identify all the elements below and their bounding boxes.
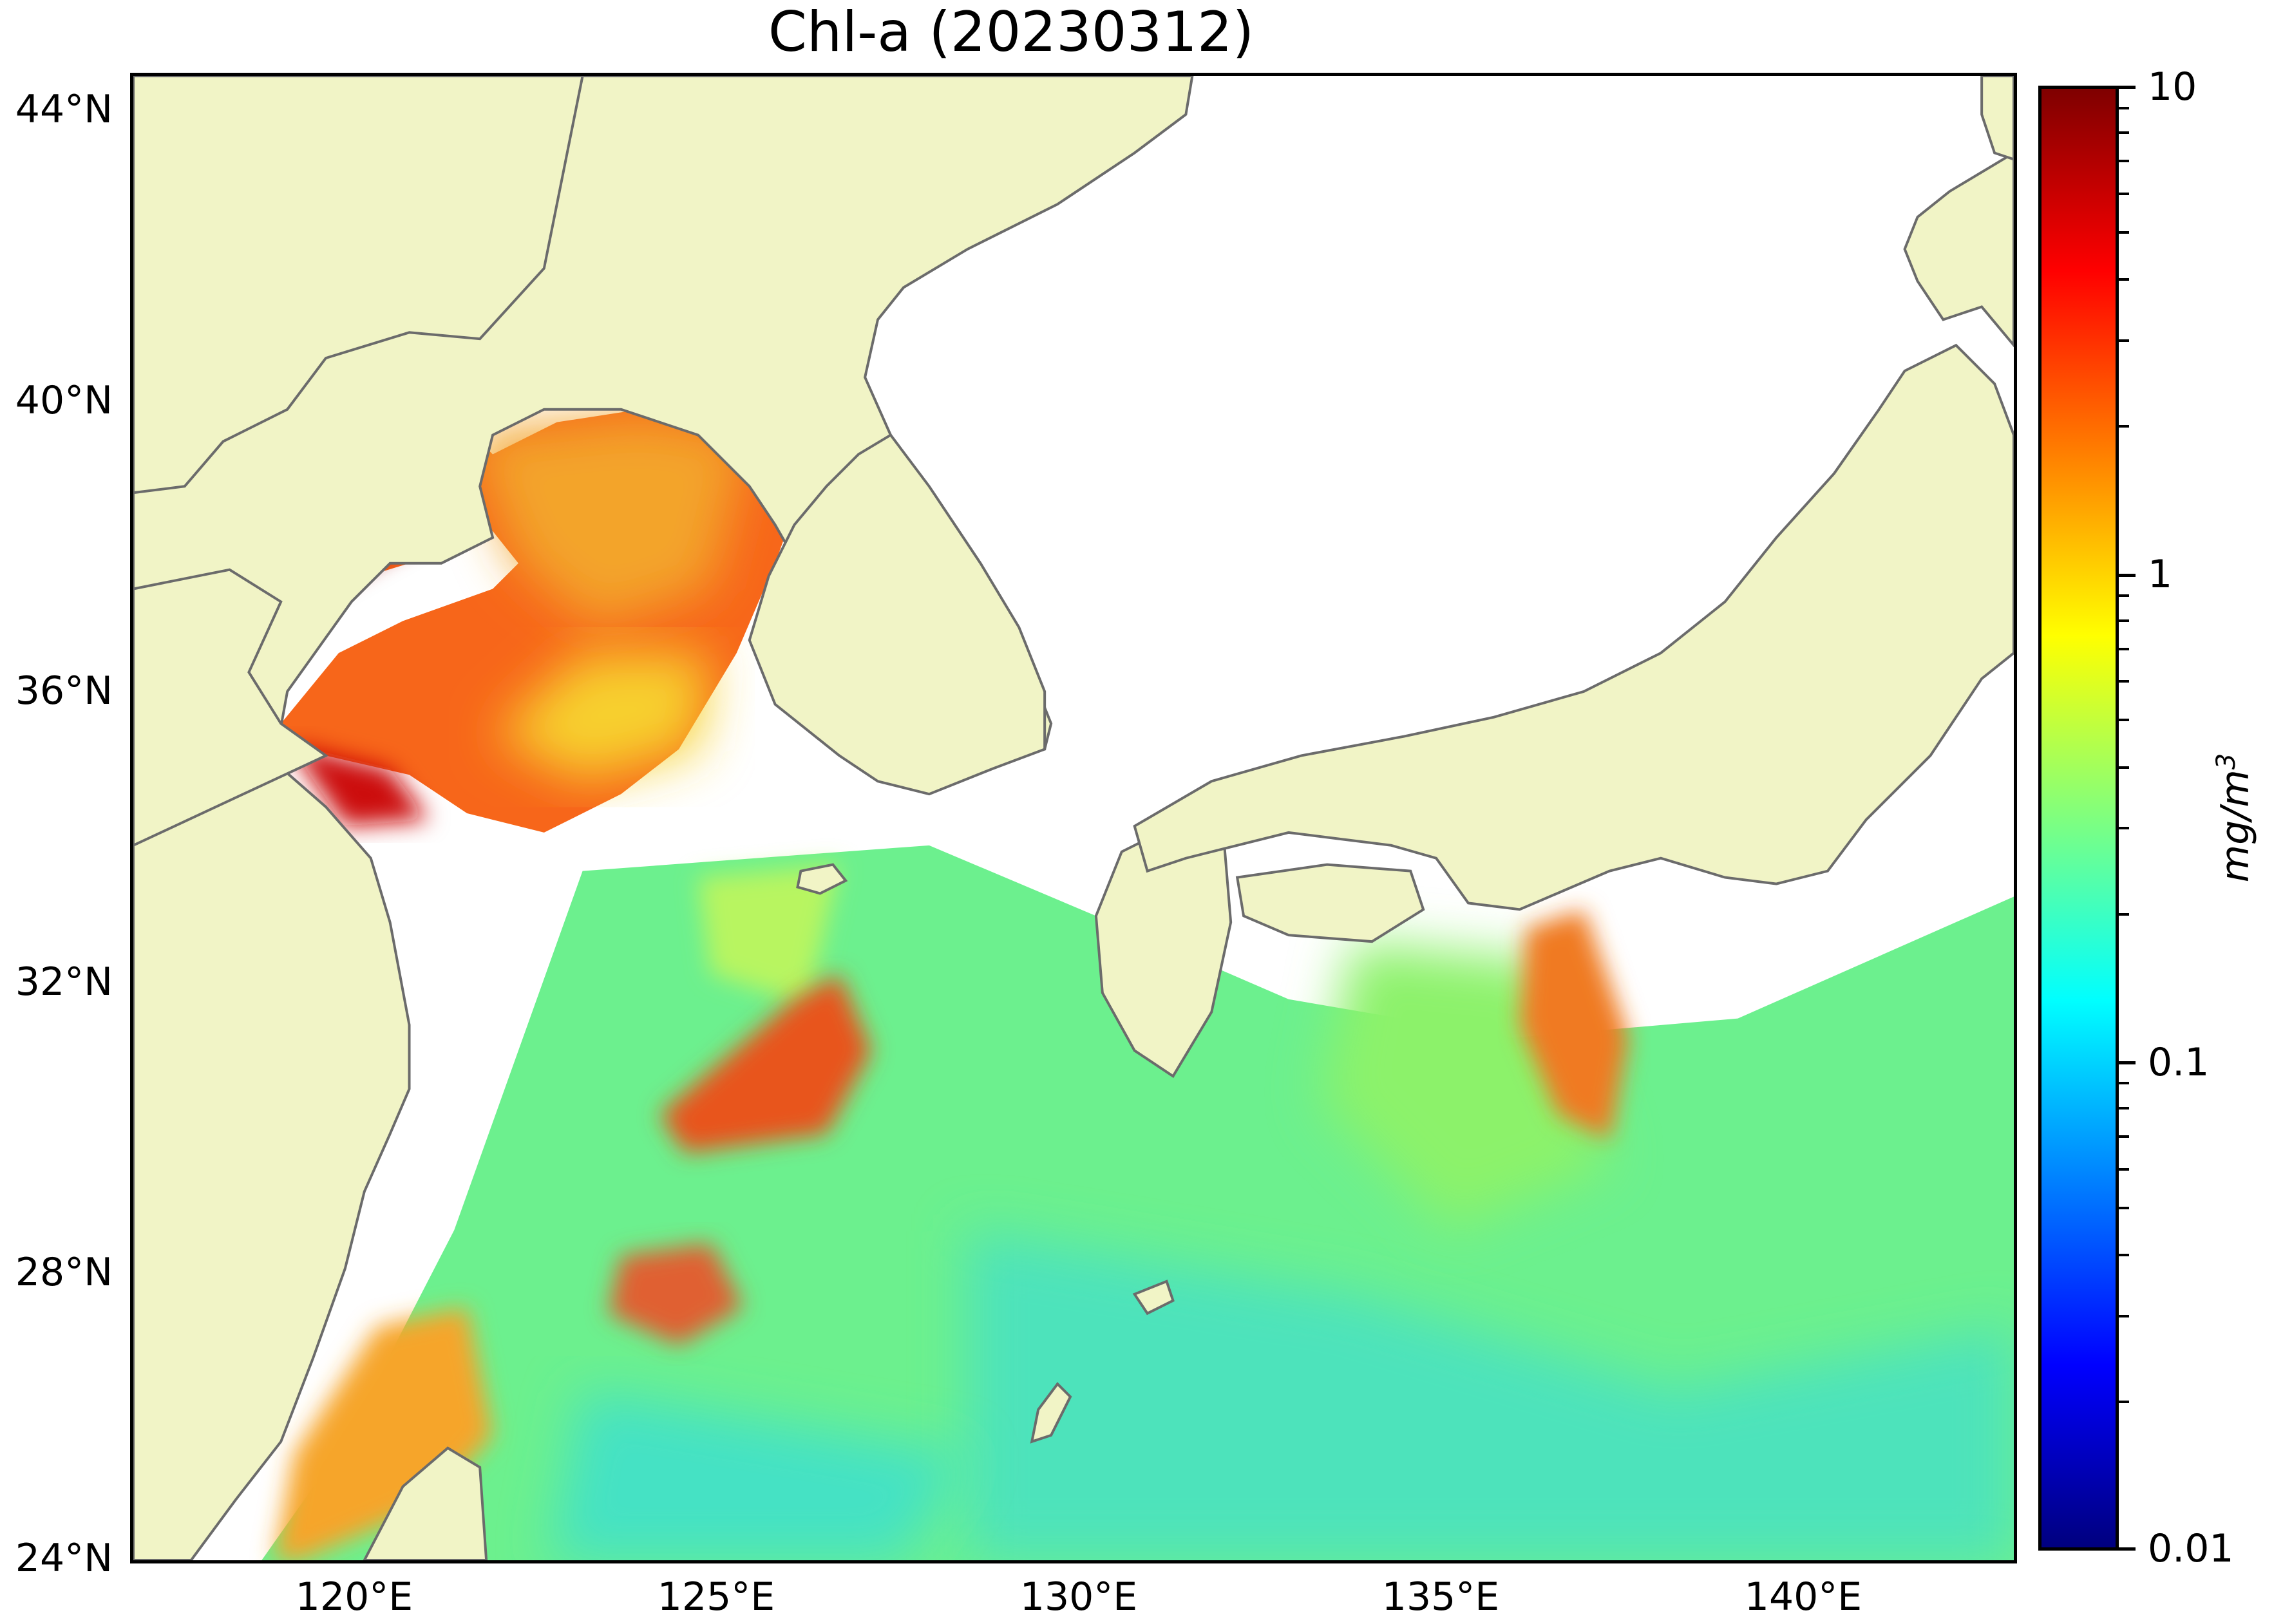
colorbar-minor-tick	[2119, 1082, 2129, 1085]
colorbar-minor-tick	[2119, 719, 2129, 722]
colorbar-minor-tick	[2119, 912, 2129, 916]
ecs-bloom	[659, 973, 872, 1153]
unit-exponent: 3	[2212, 753, 2241, 770]
colorbar-minor-tick	[2119, 231, 2129, 234]
landmass	[133, 76, 2014, 1560]
lon-tick-label: 130°E	[1019, 1574, 1138, 1619]
colorbar-tick-label: 10	[2148, 64, 2197, 109]
colorbar-major-tick	[2119, 574, 2136, 577]
colorbar-unit-label: mg/m3	[2212, 753, 2258, 883]
colorbar-tick-label: 0.1	[2148, 1040, 2210, 1085]
colorbar-major-tick	[2119, 1061, 2136, 1064]
lon-tick-label: 135°E	[1381, 1574, 1500, 1619]
colorbar-minor-tick	[2119, 193, 2129, 195]
colorbar-tick-label: 1	[2148, 552, 2173, 597]
lon-tick-label: 125°E	[657, 1574, 775, 1619]
lat-tick-label: 32°N	[15, 959, 113, 1005]
ocean-chlorophyll-field	[261, 845, 2014, 1560]
map-panel	[130, 73, 2017, 1563]
colorbar-minor-tick	[2119, 131, 2129, 135]
korea-peninsula	[748, 433, 1047, 796]
colorbar-minor-tick	[2119, 1401, 2129, 1404]
map-title: Chl-a (20230312)	[768, 0, 1255, 64]
okinawa-island	[1030, 1382, 1072, 1444]
sakhalin-edge	[1980, 76, 2014, 161]
colorbar-minor-tick	[2119, 619, 2129, 622]
colorbar-minor-tick	[2119, 647, 2129, 650]
unit-base: mg/m	[2213, 770, 2258, 883]
colorbar-major-tick	[2119, 1547, 2136, 1551]
amami-island	[1132, 1279, 1175, 1316]
colorbar-minor-tick	[2119, 1314, 2129, 1317]
colorbar-minor-tick	[2119, 594, 2129, 597]
colorbar-minor-tick	[2119, 339, 2129, 342]
colorbar-minor-tick	[2119, 827, 2129, 830]
lon-tick-label: 120°E	[295, 1574, 413, 1619]
honshu	[1133, 343, 2014, 911]
colorbar-minor-tick	[2119, 106, 2129, 109]
lat-tick-label: 24°N	[15, 1536, 113, 1581]
colorbar-tick-label: 0.01	[2148, 1526, 2234, 1571]
lat-tick-label: 36°N	[15, 668, 113, 713]
colorbar-minor-tick	[2119, 680, 2129, 683]
colorbar-minor-tick	[2119, 278, 2129, 281]
taiwan-island	[363, 1446, 488, 1560]
colorbar-minor-tick	[2119, 425, 2129, 428]
colorbar-minor-tick	[2119, 160, 2129, 163]
lat-tick-label: 40°N	[15, 378, 113, 423]
lat-tick-label: 44°N	[15, 87, 113, 132]
colorbar-minor-tick	[2119, 1167, 2129, 1171]
shandong-peninsula	[133, 568, 328, 847]
colorbar-minor-tick	[2119, 1135, 2129, 1138]
jeju-island	[796, 863, 848, 895]
lat-tick-label: 28°N	[15, 1250, 113, 1295]
chlorophyll-map	[133, 76, 2014, 1560]
colorbar	[2038, 86, 2119, 1551]
hokkaido	[1903, 151, 2014, 348]
colorbar-minor-tick	[2119, 766, 2129, 769]
shikoku	[1235, 863, 1425, 943]
colorbar-minor-tick	[2119, 1206, 2129, 1209]
asian-continent	[133, 76, 1194, 1560]
liaodong-cover	[133, 76, 584, 495]
colorbar-minor-tick	[2119, 1107, 2129, 1110]
lon-tick-label: 140°E	[1744, 1574, 1862, 1619]
taiwan-strait-bloom	[274, 1307, 493, 1560]
ecs-patch	[608, 1243, 743, 1346]
kuroshio-bloom	[1519, 909, 1629, 1140]
colorbar-major-tick	[2119, 86, 2136, 89]
colorbar-minor-tick	[2119, 1254, 2129, 1257]
